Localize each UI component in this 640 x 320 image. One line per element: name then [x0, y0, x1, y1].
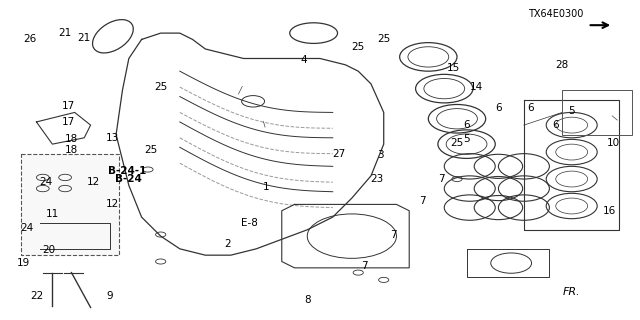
Text: 25: 25: [351, 42, 365, 52]
Text: 5: 5: [463, 134, 470, 144]
Text: 6: 6: [552, 120, 559, 130]
Text: 13: 13: [106, 133, 120, 143]
Text: 9: 9: [106, 292, 113, 301]
Text: 14: 14: [470, 82, 483, 92]
Text: 17: 17: [61, 101, 75, 111]
Text: 25: 25: [377, 35, 390, 44]
Text: 6: 6: [495, 103, 502, 113]
Text: 8: 8: [304, 295, 310, 305]
Text: 7: 7: [419, 196, 425, 206]
Text: 25: 25: [451, 138, 463, 148]
Text: 28: 28: [556, 60, 569, 70]
Text: 6: 6: [527, 103, 534, 113]
Text: 12: 12: [87, 177, 100, 187]
Text: 3: 3: [377, 150, 384, 160]
Text: 24: 24: [20, 223, 33, 233]
Text: 12: 12: [106, 199, 120, 209]
Text: 18: 18: [65, 146, 78, 156]
Text: 19: 19: [17, 258, 30, 268]
Text: 21: 21: [77, 33, 91, 43]
Text: 1: 1: [262, 182, 269, 192]
Text: 2: 2: [224, 239, 231, 249]
Text: 16: 16: [604, 206, 616, 216]
Text: 15: 15: [447, 63, 460, 73]
Text: 26: 26: [24, 35, 36, 44]
Text: 7: 7: [438, 174, 444, 184]
Text: 23: 23: [371, 174, 384, 184]
Text: 17: 17: [61, 117, 75, 127]
Text: 5: 5: [568, 106, 575, 116]
Text: B-24-1: B-24-1: [108, 166, 147, 176]
Text: 20: 20: [43, 245, 56, 255]
Text: 7: 7: [362, 261, 368, 271]
Text: 4: 4: [301, 55, 307, 65]
Text: 27: 27: [333, 149, 346, 159]
Text: TX64E0300: TX64E0300: [528, 9, 584, 19]
Text: 6: 6: [463, 120, 470, 130]
FancyBboxPatch shape: [20, 154, 119, 255]
Text: 11: 11: [45, 209, 59, 219]
Text: 7: 7: [390, 229, 397, 240]
Text: 25: 25: [154, 82, 167, 92]
Text: 18: 18: [65, 134, 78, 144]
Text: E-8: E-8: [241, 219, 259, 228]
Text: 22: 22: [30, 292, 43, 301]
Text: FR.: FR.: [563, 287, 580, 297]
Text: 10: 10: [607, 138, 620, 148]
Text: 21: 21: [58, 28, 72, 38]
Text: 25: 25: [145, 146, 158, 156]
Text: B-24: B-24: [115, 174, 142, 184]
Text: 24: 24: [40, 177, 52, 187]
